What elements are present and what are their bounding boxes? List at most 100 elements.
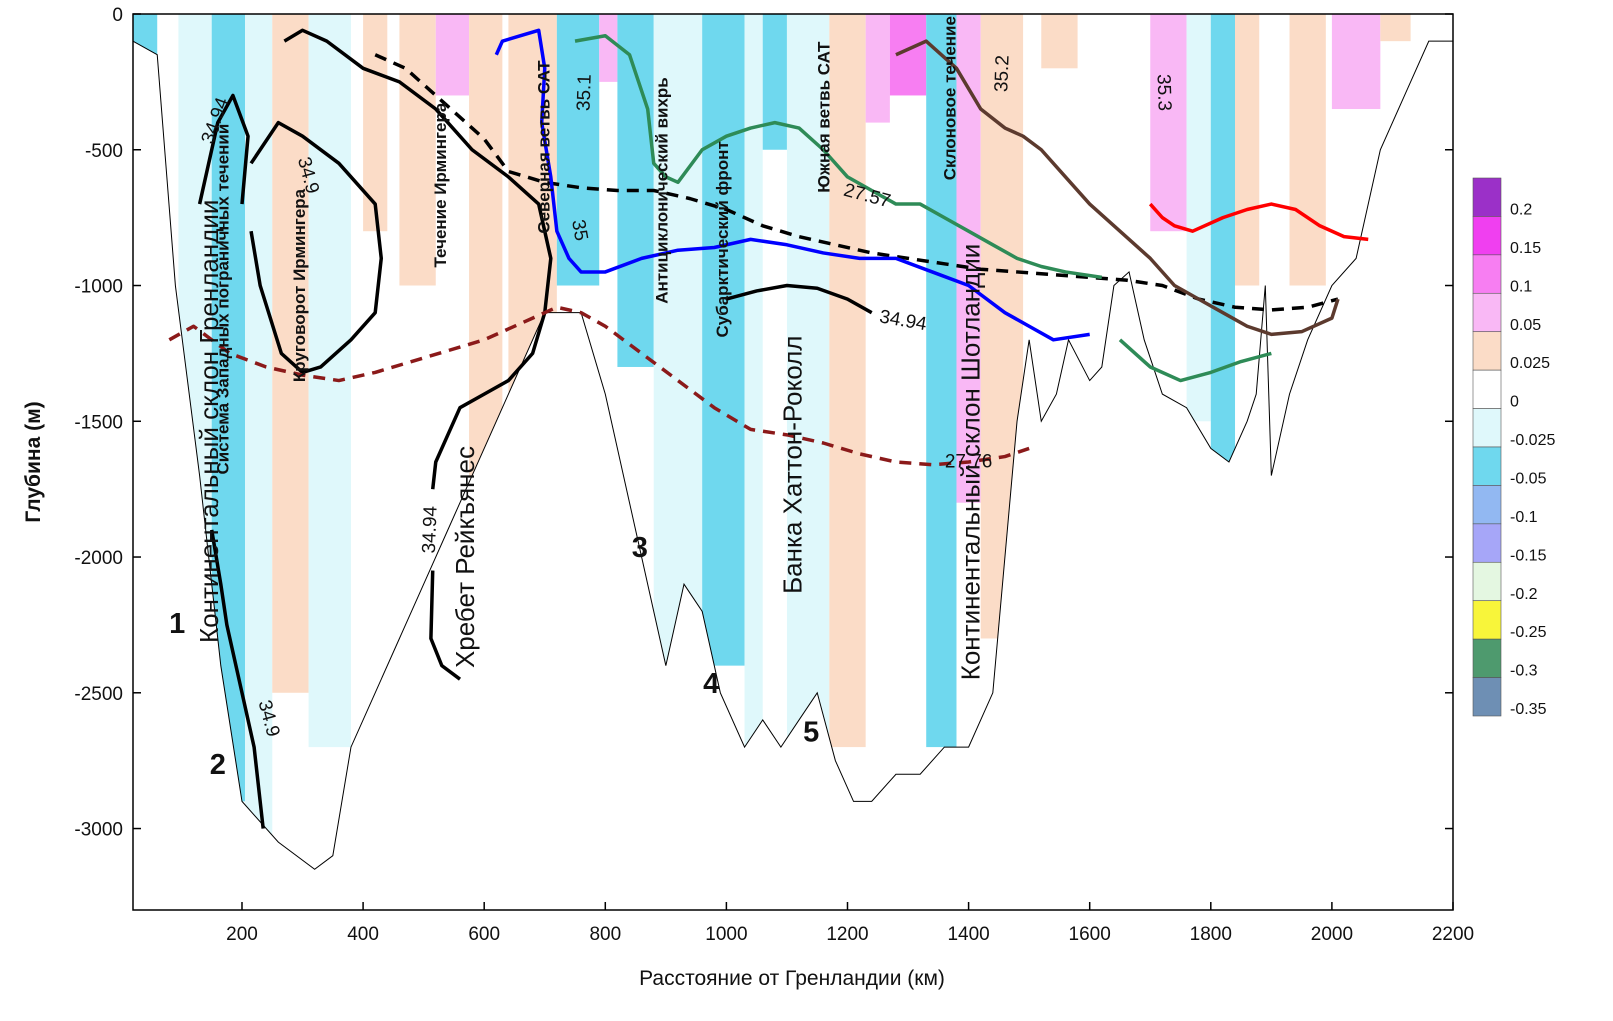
current-label-4: Антициклонический вихрь (653, 77, 672, 304)
colorbar-swatch-10 (1472, 561, 1502, 602)
anomaly-band-6 (363, 14, 388, 232)
anomaly-band-23 (956, 14, 981, 503)
anomaly-band-19 (829, 14, 866, 748)
colorbar-label-2: 0.1 (1510, 278, 1532, 295)
anomaly-band-30 (1289, 14, 1326, 286)
anomaly-band-18 (786, 14, 830, 775)
colorbar-legend: 0.2 0.15 0.1 0.05 0.025 0 -0.025 -0.05 -0.1 -0.15… (1472, 177, 1555, 718)
station-label-3: 4 (703, 668, 719, 700)
station-label-4: 5 (803, 717, 819, 749)
anomaly-band-11 (556, 14, 600, 286)
feature-label-2: Банка Хаттон-Роколл (777, 336, 807, 594)
feature-label-3: Континентальный склон Шотландии (955, 244, 985, 681)
feature-label-0: Континентальный склон Гренландии (194, 200, 224, 643)
colorbar-label-1: 0.15 (1510, 240, 1541, 257)
colorbar-label-9: -0.15 (1510, 547, 1547, 564)
isoline-8 (574, 33, 1103, 280)
colorbar-label-0: 0.2 (1510, 202, 1532, 219)
colorbar-swatch-5 (1472, 369, 1502, 409)
colorbar-swatch-2 (1472, 254, 1502, 294)
colorbar-swatch-0 (1472, 177, 1502, 217)
current-label-3: Северная ветвь САТ (535, 60, 554, 234)
y-tick-label-0: 0 (112, 5, 123, 26)
colorbar-label-13: -0.35 (1510, 701, 1547, 718)
colorbar-swatch-1 (1472, 216, 1502, 256)
anomaly-band-4 (272, 14, 309, 693)
isoline-label-10: 35.3 (1152, 74, 1174, 112)
isolines (168, 28, 1369, 829)
y-tick-label-6: -3000 (74, 820, 123, 841)
isoline-label-5: 35 (567, 218, 591, 242)
x-axis-title: Расстояние от Гренландии (км) (639, 967, 945, 990)
colorbar-swatch-11 (1472, 600, 1502, 640)
colorbar-swatch-13 (1472, 677, 1502, 717)
anomaly-field (133, 14, 1411, 843)
y-tick-label-4: -2000 (74, 548, 123, 569)
current-labels: Система Западных пограничных течений Круг… (214, 16, 960, 474)
plot-frame (132, 13, 1454, 911)
x-tick-label-6: 1400 (947, 924, 989, 945)
isoline-4 (429, 570, 462, 681)
anomaly-band-22 (926, 14, 957, 748)
isoline-6 (168, 305, 1030, 467)
seafloor-mask (133, 40, 1453, 910)
anomaly-band-16 (744, 14, 763, 748)
y-axis: 0 -500 -1000 -1500 -2000 -2500 -3000 (74, 5, 1453, 841)
isoline-label-8: 27.76 (945, 451, 993, 472)
station-label-2: 3 (632, 532, 648, 564)
colorbar-label-10: -0.2 (1510, 586, 1538, 603)
current-label-1: Круговорот Ирмингера (290, 188, 309, 382)
anomaly-band-15 (702, 14, 745, 666)
x-tick-label-4: 1000 (705, 924, 747, 945)
isoline-3 (283, 28, 553, 490)
x-axis: 200 400 600 800 1000 1200 1400 1600 1800 2000 2200 (226, 902, 1474, 945)
colorbar-label-8: -0.1 (1510, 509, 1538, 526)
colorbar-swatch-12 (1472, 638, 1502, 678)
anomaly-band-32 (1380, 14, 1411, 42)
colorbar-label-3: 0.05 (1510, 317, 1541, 334)
isoline-12 (725, 283, 873, 315)
isoline-2 (249, 120, 384, 375)
y-tick-label-2: -1000 (74, 277, 123, 298)
isoline-11 (1118, 338, 1272, 383)
current-label-0: Система Западных пограничных течений (214, 124, 233, 475)
anomaly-band-20 (865, 14, 890, 123)
y-axis-title: Глубина (м) (22, 401, 45, 522)
isoline-7 (494, 28, 1090, 342)
colorbar-label-7: -0.05 (1510, 471, 1547, 488)
station-label-0: 1 (169, 608, 185, 640)
x-tick-label-1: 400 (347, 924, 379, 945)
anomaly-band-12 (599, 14, 618, 82)
isoline-1 (209, 529, 265, 829)
anomaly-band-28 (1210, 14, 1236, 462)
anomaly-band-8 (435, 14, 470, 96)
x-tick-label-8: 1800 (1190, 924, 1232, 945)
isoline-0 (197, 93, 250, 205)
colorbar-label-5: 0 (1510, 394, 1519, 411)
colorbar-label-4: 0.025 (1510, 355, 1550, 372)
colorbar-label-12: -0.3 (1510, 663, 1538, 680)
colorbar-label-11: -0.25 (1510, 624, 1547, 641)
feature-label-1: Хребет Рейкъянес (450, 446, 480, 668)
x-tick-label-0: 200 (226, 924, 258, 945)
isoline-label-9: 35.2 (991, 55, 1013, 93)
y-tick-label-1: -500 (85, 141, 123, 162)
isoline-9 (895, 39, 1340, 337)
current-label-5: Субарктический фронт (713, 141, 732, 337)
anomaly-band-29 (1235, 14, 1260, 286)
isoline-label-4: 35.1 (574, 74, 596, 112)
colorbar-swatch-4 (1472, 331, 1502, 371)
anomaly-band-27 (1186, 14, 1211, 422)
y-tick-label-3: -1500 (74, 412, 123, 433)
anomaly-band-31 (1331, 14, 1381, 110)
y-tick-label-5: -2500 (74, 684, 123, 705)
anomaly-band-21 (889, 14, 927, 96)
station-labels: 1 2 3 4 5 (169, 532, 819, 781)
current-label-7: Склоновое течение (940, 16, 959, 180)
x-tick-label-5: 1200 (826, 924, 868, 945)
colorbar-swatch-6 (1472, 408, 1502, 448)
anomaly-band-17 (762, 14, 787, 150)
colorbar-swatch-3 (1472, 292, 1502, 333)
colorbar-label-6: -0.025 (1510, 432, 1555, 449)
